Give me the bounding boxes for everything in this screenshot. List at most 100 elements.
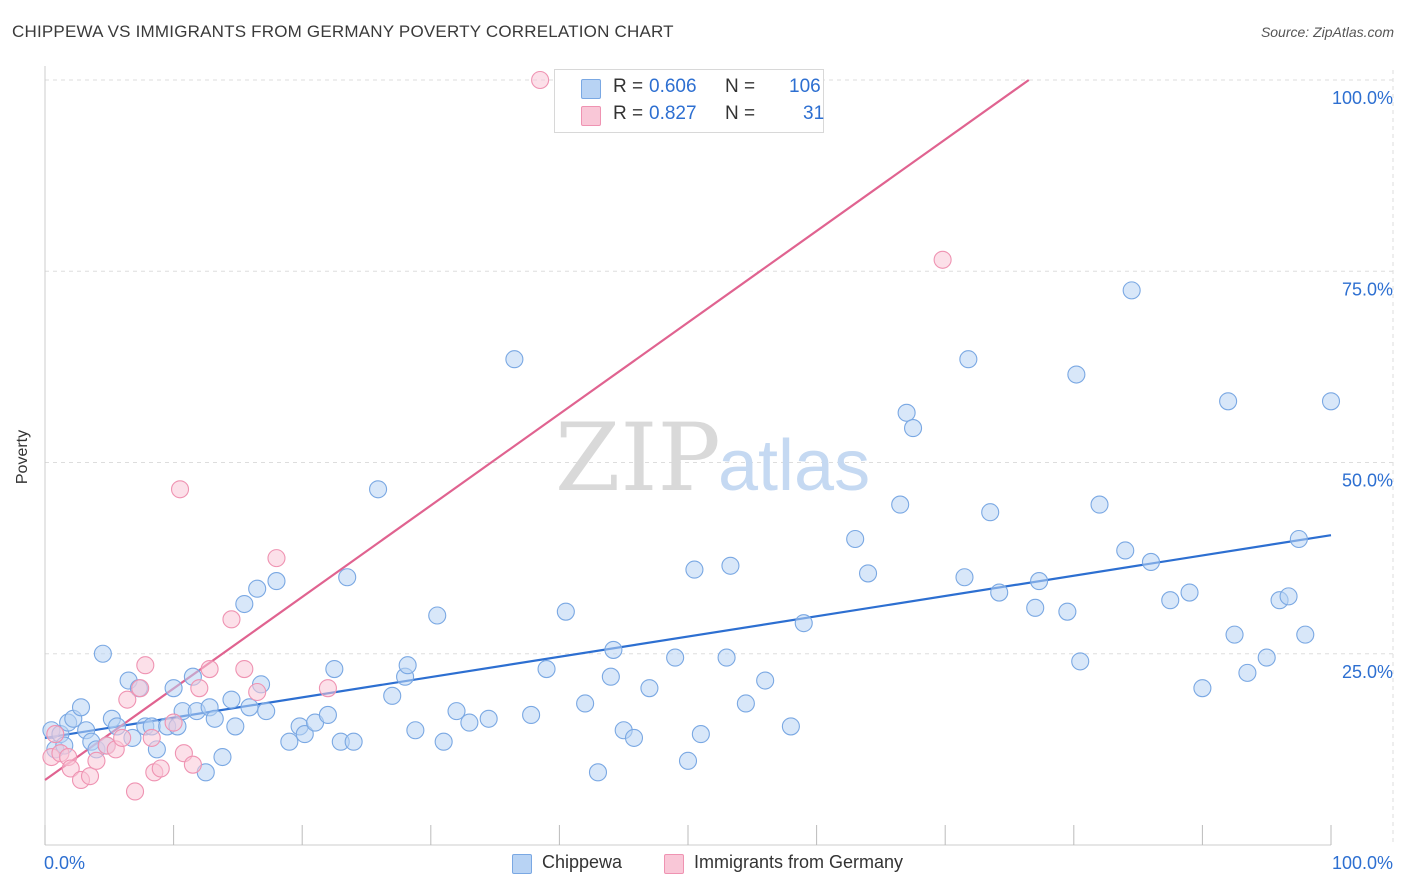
y-tick-label: 100.0% xyxy=(1332,88,1393,108)
chippewa-point xyxy=(624,728,644,747)
chippewa-point xyxy=(1071,652,1090,671)
y-tick-label: 50.0% xyxy=(1342,471,1393,491)
chippewa-point xyxy=(1026,598,1045,617)
germany-point xyxy=(248,682,267,702)
legend-n-label: N = xyxy=(725,103,756,124)
chippewa-point xyxy=(383,686,402,705)
chippewa-point xyxy=(93,644,112,663)
chippewa-point xyxy=(1321,392,1341,411)
chippewa-point xyxy=(479,709,498,728)
chippewa-point xyxy=(235,594,254,614)
chippewa-point xyxy=(213,747,232,767)
chart-title: CHIPPEWA VS IMMIGRANTS FROM GERMANY POVE… xyxy=(12,22,674,41)
germany-point xyxy=(222,610,241,629)
data-points xyxy=(42,70,1341,801)
chippewa-point xyxy=(71,698,91,717)
chippewa-point xyxy=(959,350,978,369)
chippewa-point xyxy=(1141,552,1161,572)
source-credit: Source: ZipAtlas.com xyxy=(1260,24,1394,40)
chippewa-point xyxy=(1289,529,1308,549)
germany-point xyxy=(61,759,80,778)
germany-point xyxy=(200,659,219,679)
legend-n-value: 106 xyxy=(789,76,821,97)
chippewa-point xyxy=(846,529,865,549)
chippewa-point xyxy=(295,725,314,744)
chippewa-point xyxy=(721,556,740,575)
chippewa-point xyxy=(406,721,425,740)
chippewa-point xyxy=(460,713,479,732)
chippewa-point xyxy=(325,659,344,679)
germany-point xyxy=(933,250,952,269)
pink-swatch-icon xyxy=(581,106,601,126)
chippewa-point xyxy=(588,763,608,782)
chippewa-point xyxy=(981,503,1000,522)
chippewa-point xyxy=(1090,495,1109,514)
chippewa-point xyxy=(691,725,710,744)
chippewa-point xyxy=(522,705,541,725)
chippewa-point xyxy=(897,403,916,422)
legend-n-label: N = xyxy=(725,76,756,97)
germany-point xyxy=(267,549,286,568)
chippewa-point xyxy=(891,495,910,514)
chippewa-point xyxy=(164,679,183,698)
chippewa-point xyxy=(601,667,620,686)
germany-point xyxy=(190,679,209,698)
chippewa-point xyxy=(756,671,775,690)
chippewa-point xyxy=(736,694,755,713)
chippewa-point xyxy=(257,702,276,721)
germany-point xyxy=(170,480,190,499)
y-tick-label: 75.0% xyxy=(1342,279,1393,299)
germany-point xyxy=(142,728,161,747)
chippewa-point xyxy=(576,694,595,713)
chippewa-point xyxy=(1067,365,1086,384)
chippewa-point xyxy=(1116,541,1135,560)
chippewa-point xyxy=(280,732,299,751)
chippewa-point xyxy=(537,659,556,679)
chippewa-point xyxy=(858,564,878,583)
y-axis-label: Poverty xyxy=(6,430,46,490)
chippewa-point xyxy=(781,717,800,736)
germany-point xyxy=(318,679,337,698)
chippewa-point xyxy=(1225,625,1244,644)
chippewa-point xyxy=(318,705,337,725)
legend-r-label: R = xyxy=(613,76,644,97)
chippewa-point xyxy=(222,690,241,709)
chippewa-point xyxy=(447,702,466,721)
chippewa-point xyxy=(398,656,417,675)
chippewa-point xyxy=(990,583,1009,602)
chippewa-point xyxy=(1279,587,1298,606)
germany-point xyxy=(235,659,254,679)
germany-point xyxy=(80,767,100,786)
tick-labels: 25.0% 50.0% 75.0% 100.0% 0.0% 100.0% xyxy=(44,88,1393,873)
correlation-legend: R = 0.606 N = 106 R = 0.827 N = 31 xyxy=(554,69,824,133)
chippewa-point xyxy=(1122,281,1141,300)
chippewa-point xyxy=(556,602,575,621)
y-tick-label: 25.0% xyxy=(1342,662,1393,682)
chippewa-point xyxy=(1030,572,1049,591)
pink-swatch-icon xyxy=(664,854,684,874)
chippewa-point xyxy=(678,751,698,770)
chippewa-point xyxy=(1238,663,1257,682)
chippewa-point xyxy=(903,419,923,438)
watermark-atlas: atlas xyxy=(718,426,870,506)
chippewa-point xyxy=(428,606,447,625)
legend-r-value: 0.827 xyxy=(649,103,697,124)
chippewa-point xyxy=(338,568,357,587)
germany-point xyxy=(118,690,137,709)
x-tick-label: 100.0% xyxy=(1332,853,1393,873)
chippewa-point xyxy=(1161,591,1180,610)
chippewa-point xyxy=(640,679,659,698)
chippewa-point xyxy=(717,648,736,667)
germany-point xyxy=(125,782,145,801)
blue-swatch-icon xyxy=(581,79,601,99)
chippewa-point xyxy=(226,717,245,736)
germany-point xyxy=(131,679,150,698)
chippewa-point xyxy=(794,614,813,633)
y-axis-label-text: Poverty xyxy=(14,429,32,485)
chippewa-point xyxy=(1257,648,1276,667)
germany-point xyxy=(151,759,170,778)
germany-point xyxy=(46,725,65,744)
chippewa-point xyxy=(240,698,259,717)
chippewa-point xyxy=(955,568,974,587)
